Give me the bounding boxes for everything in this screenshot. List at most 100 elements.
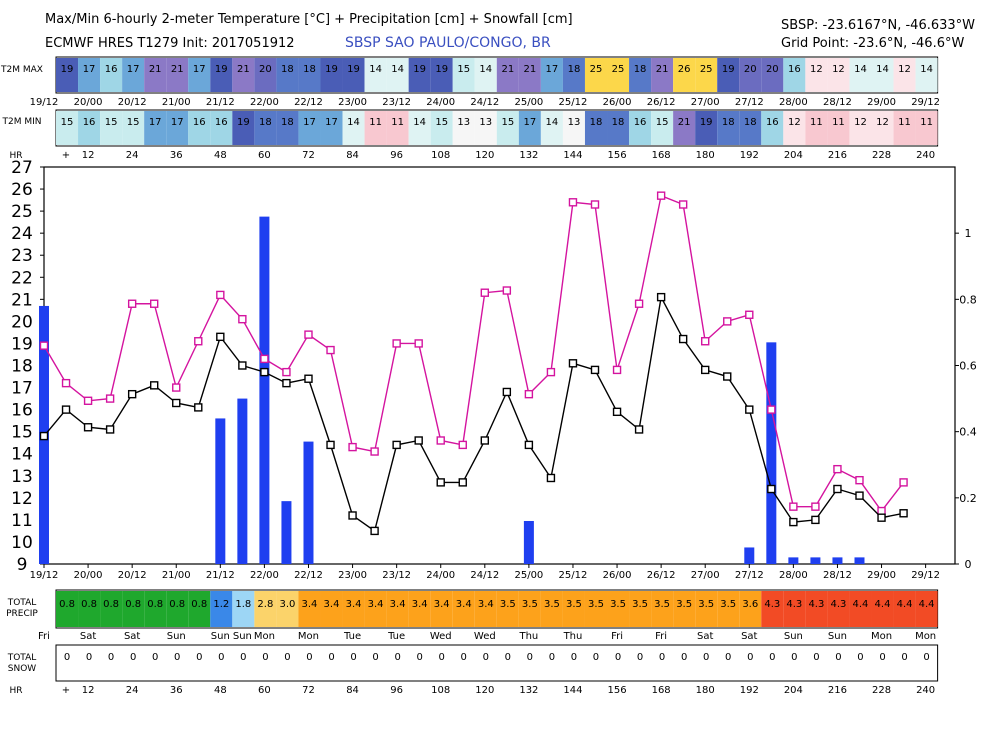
tmax-point: [238, 314, 247, 324]
tmax-cell: [254, 58, 277, 92]
tmax-value: 21: [656, 64, 669, 75]
precip-value: 3.5: [610, 599, 626, 610]
snow-value: 0: [284, 652, 290, 663]
day-label: Wed: [474, 631, 496, 642]
tmax-point: [568, 198, 578, 207]
tmax-cell: [364, 58, 387, 92]
tmin-value: 17: [149, 117, 162, 128]
snow-row-label: TOTAL: [7, 653, 37, 663]
hr-tick-bottom: 156: [608, 685, 627, 696]
tmax-cell: [607, 58, 630, 92]
day-label: Mon: [254, 631, 275, 642]
hr-tick-top: 228: [872, 150, 891, 161]
tmin-point: [150, 381, 159, 390]
tmax-value: 25: [590, 64, 603, 75]
tmax-value: 14: [391, 64, 404, 75]
hr-tick-top: 120: [475, 150, 494, 161]
tmin-cell: [562, 111, 585, 145]
precip-value: 3.5: [522, 599, 538, 610]
y-tick-label: 26: [11, 180, 33, 200]
tmin-cell: [871, 111, 894, 145]
tmax-value: 12: [898, 64, 911, 75]
tmin-value: 18: [259, 117, 272, 128]
tmin-point: [83, 423, 93, 432]
tmin-cell: [607, 111, 630, 145]
x-tick-label: 26/12: [647, 570, 676, 581]
tmin-cell: [695, 111, 718, 145]
tmin-line: [43, 294, 904, 533]
hr-tick-bottom: 204: [784, 685, 803, 696]
precip-cell: [232, 591, 255, 627]
tmin-cell: [78, 111, 101, 145]
precip-bar: [744, 547, 755, 564]
hr-tick-top: 72: [302, 150, 315, 161]
x-tick-label: 25/00: [514, 570, 543, 581]
precip-value: 3.4: [346, 599, 362, 610]
hr-tick-top: 12: [82, 150, 95, 161]
hr-tick-bottom: 108: [431, 685, 450, 696]
precip-value: 3.5: [654, 599, 670, 610]
precip-cell: [210, 591, 233, 627]
y-tick-label: 27: [11, 158, 33, 178]
tmax-cell: [761, 58, 784, 92]
snow-value: 0: [86, 652, 92, 663]
date-tick-top: 23/00: [338, 97, 367, 108]
hr-tick-top: 48: [214, 150, 227, 161]
tmin-cell: [122, 111, 145, 145]
x-tick-label: 21/12: [206, 570, 235, 581]
precip-value: 4.3: [830, 599, 846, 610]
tmin-point: [811, 515, 820, 525]
date-tick-top: 25/12: [559, 97, 588, 108]
precip-value: 4.4: [919, 599, 935, 610]
tmax-point: [899, 478, 908, 487]
tmax-point: [502, 286, 512, 295]
tmax-point: [436, 436, 445, 445]
hr-tick-bottom: 24: [126, 685, 139, 696]
tmax-point: [524, 389, 534, 399]
precip-cell: [474, 591, 497, 627]
day-label: Sun: [828, 631, 847, 642]
tmin-point: [634, 425, 644, 434]
tmin-value: 18: [612, 117, 625, 128]
precip-cell: [761, 591, 784, 627]
date-tick-top: 22/00: [250, 97, 279, 108]
precip-cell: [871, 591, 894, 627]
hr-label-bottom: HR: [9, 686, 22, 696]
tmin-point: [348, 511, 357, 520]
x-tick-label: 19/12: [30, 570, 59, 581]
tmin-point: [899, 509, 908, 518]
tmax-cell: [717, 58, 740, 92]
tmax-cell: [518, 58, 541, 92]
hr-tick-bottom: +: [62, 685, 70, 696]
tmax-cell: [739, 58, 762, 92]
hr-tick-bottom: 96: [390, 685, 403, 696]
tmin-value: 13: [479, 117, 492, 128]
tmin-point: [172, 398, 181, 408]
snow-value: 0: [416, 652, 422, 663]
precip-cell: [320, 591, 343, 627]
x-tick-label: 28/00: [779, 570, 808, 581]
tmin-value: 19: [700, 117, 713, 128]
tmin-point: [392, 440, 401, 450]
tmin-value: 18: [722, 117, 735, 128]
hr-tick-top: 132: [519, 150, 538, 161]
tmin-value: 15: [61, 117, 74, 128]
tmax-point: [392, 339, 401, 348]
snow-value: 0: [593, 652, 599, 663]
model-info: ECMWF HRES T1279 Init: 2017051912: [45, 36, 295, 51]
precip-value: 3.4: [412, 599, 428, 610]
precip-cell: [607, 591, 630, 627]
tmin-value: 14: [347, 117, 360, 128]
tmax-point: [83, 396, 93, 405]
day-label: Mon: [915, 631, 936, 642]
precip-cell: [342, 591, 365, 627]
snow-value: 0: [615, 652, 621, 663]
precip-bar: [237, 398, 248, 564]
date-tick-top: 29/00: [867, 97, 896, 108]
tmax-cell: [452, 58, 475, 92]
snow-value: 0: [461, 652, 467, 663]
y-tick-label: 11: [11, 511, 33, 531]
tmin-point: [877, 513, 886, 522]
precip-value: 3.5: [720, 599, 736, 610]
tmax-point: [150, 299, 159, 308]
